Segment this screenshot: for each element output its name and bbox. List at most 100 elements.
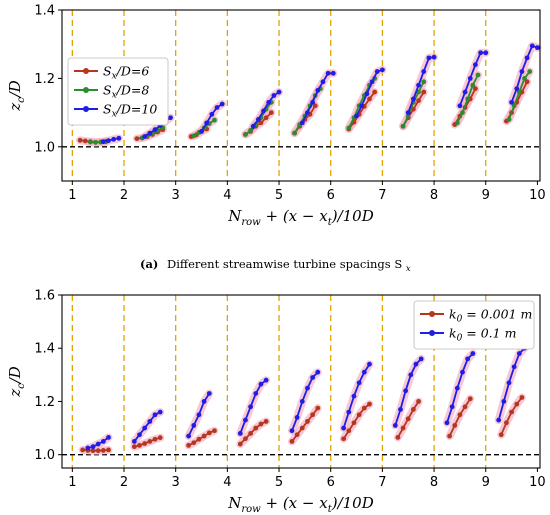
chart-b-series-2-point-5-4 — [305, 385, 310, 391]
chart-b-series-2-point-1-2 — [90, 444, 96, 450]
svg-text:(a) Different streamwise: (a) Different streamwise turbine spacing… — [140, 257, 411, 274]
chart-a-series-3-point-1-1 — [100, 139, 106, 145]
chart-b-series-1-point-5-6 — [315, 405, 321, 411]
chart-a-series-3-point-1-4 — [116, 135, 122, 141]
chart-a-series-1-point-6-5 — [367, 96, 372, 102]
chart-b-series-2-point-3-2 — [191, 423, 197, 428]
chart-b-legend: k0 = 0.001 mk0 = 0.1 m — [413, 300, 535, 350]
chart-b-series-1-point-8-2 — [452, 423, 458, 428]
chart-b-series-2-point-1-5 — [106, 434, 111, 440]
chart-b-series-1-point-1-4 — [95, 448, 101, 454]
chart-b-series-2-point-4-2 — [243, 417, 248, 423]
chart-a-series-1-point-1-2 — [82, 138, 88, 144]
chart-a-series-3-point-4-5 — [271, 93, 277, 98]
chart-a-series-3-point-3-5 — [219, 101, 225, 107]
chart-b-series-2-point-7-5 — [413, 361, 419, 367]
chart-b-series-1-point-3-1 — [186, 442, 192, 448]
chart-b-ytick-label-3: 1.4 — [34, 342, 55, 357]
chart-b-series-2-point-7-6 — [418, 356, 424, 362]
chart-a-series-2-point-8-5 — [475, 72, 481, 78]
chart-b-series-2-point-6-4 — [356, 380, 362, 386]
chart-b-xtick-label-8: 8 — [430, 475, 438, 490]
chart-panel-b: 1 2 3 4 5 6 7 8 9 10 1.0 1.2 1.4 1.6 Nrow + (x − xt)/1… — [6, 289, 546, 515]
chart-a-series-3-point-1-2 — [106, 138, 111, 144]
chart-b-series-2-point-8-6 — [470, 351, 476, 356]
chart-a-series-2-point-4-2 — [248, 127, 254, 133]
chart-a-series-1-point-4-5 — [263, 115, 269, 121]
chart-a-series-3-point-5-4 — [315, 87, 321, 93]
chart-a-series-1-point-6-6 — [372, 89, 378, 95]
chart-a-series-3-point-4-4 — [266, 99, 272, 105]
chart-a-ytick-label-2: 1.2 — [34, 72, 55, 87]
chart-b-ylabel: zc/D — [6, 366, 27, 398]
chart-b-xtick-label-4: 4 — [223, 475, 231, 490]
chart-b-series-2-point-9-2 — [501, 399, 507, 404]
chart-b-series-2-point-8-1 — [444, 420, 450, 426]
chart-a-series-3-point-1-3 — [111, 136, 117, 142]
chart-a-series-1-point-1-1 — [77, 137, 83, 143]
chart-b-series-1-point-3-3 — [196, 436, 202, 442]
chart-a-series-1-point-2-1 — [134, 136, 140, 141]
chart-a-series-3-point-2-3 — [152, 127, 158, 133]
chart-a-series-2-point-5-1 — [292, 130, 297, 136]
chart-a-legend-marker-1 — [83, 68, 89, 74]
chart-a-series-2-point-8-2 — [460, 110, 465, 115]
chart-a-xlabel: Nrow + (x − xt)/10D — [227, 207, 374, 228]
chart-b-ytick-label-1: 1.0 — [34, 448, 55, 463]
chart-a-xtick-label-3: 3 — [172, 188, 180, 203]
chart-b-series-1-point-9-2 — [504, 420, 509, 426]
chart-b-series-1-point-5-3 — [299, 425, 305, 431]
chart-a-legend: Sx/D=6Sx/D=8Sx/D=10 — [67, 57, 169, 126]
chart-a-series-3-point-8-4 — [473, 62, 478, 68]
chart-b-xtick-label-10: 10 — [529, 475, 546, 490]
chart-b-series-2-point-9-5 — [516, 351, 522, 356]
chart-a-series-1-point-4-6 — [268, 110, 274, 115]
chart-b-series-1-point-4-2 — [243, 436, 248, 442]
chart-b-series-1-point-5-5 — [310, 412, 316, 418]
caption-subscript: x — [406, 264, 411, 274]
chart-a-xtick-label-9: 9 — [482, 188, 490, 203]
chart-a-series-2-point-1-1 — [88, 139, 93, 145]
chart-b-xtick-label-6: 6 — [327, 475, 335, 490]
chart-a-series-3-point-9-5 — [529, 43, 535, 49]
chart-a-xtick-label-4: 4 — [223, 188, 231, 203]
chart-a-series-3-point-6-3 — [364, 91, 370, 97]
chart-b-series-1-point-3-5 — [206, 430, 212, 436]
chart-a-series-2-point-8-1 — [454, 120, 460, 126]
chart-b-series-2-point-3-5 — [206, 391, 212, 396]
chart-b-series-1-point-3-2 — [191, 440, 197, 446]
chart-b-series-2-point-6-6 — [367, 361, 372, 367]
chart-a-series-3-point-7-6 — [431, 54, 437, 60]
chart-a-legend-label-3: Sx/D=10 — [103, 102, 157, 120]
chart-a-series-3-point-9-3 — [519, 69, 525, 74]
chart-b-series-2-point-2-1 — [131, 438, 137, 444]
chart-b-legend-label-2: k0 = 0.1 m — [449, 326, 516, 344]
chart-a-series-3-point-2-1 — [142, 134, 148, 139]
chart-a-series-2-point-9-2 — [511, 103, 517, 109]
chart-b-series-1-point-1-6 — [106, 447, 111, 453]
chart-b-series-1-point-2-5 — [152, 436, 158, 442]
chart-b-series-1-point-6-6 — [367, 401, 372, 407]
chart-b-series-1-point-5-1 — [289, 438, 295, 444]
chart-a-series-2-point-9-4 — [522, 76, 527, 81]
chart-b-series-1-point-1-3 — [90, 448, 96, 454]
caption-label: (a) — [140, 257, 158, 271]
chart-b-xtick-label-5: 5 — [275, 475, 283, 490]
chart-b-legend-label-1: k0 = 0.001 m — [449, 307, 532, 325]
chart-a-series-3-point-8-1 — [457, 103, 463, 109]
chart-b-ytick-label-4: 1.6 — [34, 289, 55, 304]
chart-a-ytick-label-3: 1.4 — [34, 4, 55, 19]
chart-b-series-1-point-9-3 — [509, 409, 514, 415]
chart-panel-a: 1 2 3 4 5 6 7 8 9 10 1.0 1.2 1.4 Nrow + (x − xt)/10D z… — [6, 4, 546, 229]
chart-a-series-3-point-8-6 — [483, 50, 489, 56]
caption-a: (a) Different streamwise turbine spacing… — [140, 257, 411, 274]
chart-b-series-2-point-2-2 — [137, 432, 142, 438]
chart-b-series-2-point-3-1 — [186, 433, 192, 439]
chart-a-series-1-point-9-5 — [524, 79, 530, 85]
chart-b-series-2-point-5-2 — [294, 415, 300, 420]
chart-a-series-3-point-3-1 — [199, 129, 204, 134]
chart-b-series-2-point-8-3 — [454, 385, 460, 391]
chart-b-series-2-point-4-5 — [258, 381, 264, 387]
chart-b-series-1-point-4-6 — [263, 419, 269, 424]
chart-b-series-2-point-2-4 — [147, 419, 153, 424]
